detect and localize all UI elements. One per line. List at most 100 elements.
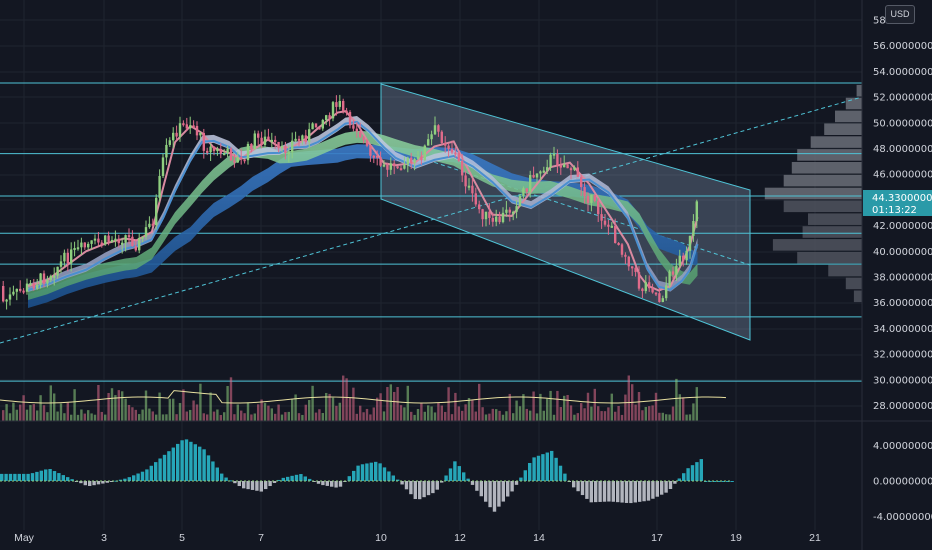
volume-bar [202,413,205,421]
volume-bar [692,403,695,421]
volume-profile-bar [802,226,862,238]
candle [365,140,369,146]
histogram-bar [589,481,593,503]
histogram-bar [668,481,673,489]
volume-bar [70,414,73,421]
grid [0,0,862,530]
volume-bar [216,409,219,421]
histogram-bar [448,468,453,481]
candle [172,132,175,141]
volume-bar [355,413,358,421]
histogram-bar [22,473,26,481]
volume-bar [243,413,246,421]
candle [529,175,532,192]
volume-bar [352,387,355,421]
histogram-bar [382,467,387,481]
volume-bar [151,411,154,421]
histogram-bar [180,440,184,481]
histogram-bar [717,481,721,482]
candle [195,126,199,136]
volume-bar [185,411,188,421]
volume-bar [481,407,484,421]
volume-bar [593,388,596,421]
volume-bar [267,405,270,421]
volume-bar [127,404,131,421]
candle [141,236,144,239]
candle [563,164,566,168]
volume-profile-bar [772,239,862,251]
histogram-bar [413,481,417,500]
candle [76,247,80,250]
volume-bar [508,393,511,421]
candle [257,133,260,138]
candle [359,131,362,138]
candle [593,194,596,201]
price-label: 46.00000000 [873,170,932,181]
volume-bar [80,409,83,421]
candle [260,137,263,146]
volume-bar [182,389,185,421]
volume-bar [644,406,647,421]
candle [29,283,32,286]
volume-bar [321,413,324,421]
volume-bar [15,409,18,421]
volume-bar [253,413,256,421]
volume-bar [63,413,66,421]
histogram-bar [246,481,250,490]
histogram-bar [360,464,365,481]
candle [617,242,620,245]
histogram-bar [127,477,131,481]
volume-bar [427,405,430,421]
volume-profile-bar [810,136,862,148]
volume-bar [488,413,491,421]
candle [270,139,273,142]
candle [138,237,141,251]
volume-bar [376,397,379,421]
volume-profile-bar [853,290,862,303]
histogram-bar [695,462,699,481]
histogram-bar [105,481,109,483]
histogram-bar [440,481,444,483]
candle [457,152,460,161]
histogram-bar [690,465,695,481]
volume-bar [148,408,151,421]
histogram-bar [242,481,246,489]
candle [304,135,307,143]
price-label: 56.00000000 [873,41,932,52]
candle [586,196,590,203]
volume-bar [25,409,29,421]
volume-bar [637,392,641,421]
candle [87,243,90,248]
volume-bar [2,410,5,421]
candle [515,206,518,212]
candle [416,156,420,159]
candle [620,244,624,255]
candle [70,249,73,264]
candle [314,123,318,128]
volume-bar [695,387,698,421]
candle [644,282,647,292]
histogram-bar [83,481,87,486]
volume-bar [379,393,382,421]
histogram-bar [638,481,642,502]
histogram-bar [519,477,523,481]
volume-bar [161,414,165,421]
histogram-bar [554,457,558,481]
currency-button[interactable]: USD [885,5,915,24]
histogram-bar [462,472,466,481]
histogram-bar [308,478,312,481]
histogram-bar [290,475,294,481]
volume-bar [382,411,386,421]
candle [56,266,59,276]
histogram-bar [233,481,237,484]
candle [478,204,481,210]
candle [580,176,583,188]
time-label: 10 [375,532,387,544]
volume-profile-bar [845,97,862,110]
histogram-bar [52,471,57,481]
volume-bar [396,386,399,421]
candle [321,119,324,129]
histogram-bar [528,462,532,481]
candle [331,102,335,119]
